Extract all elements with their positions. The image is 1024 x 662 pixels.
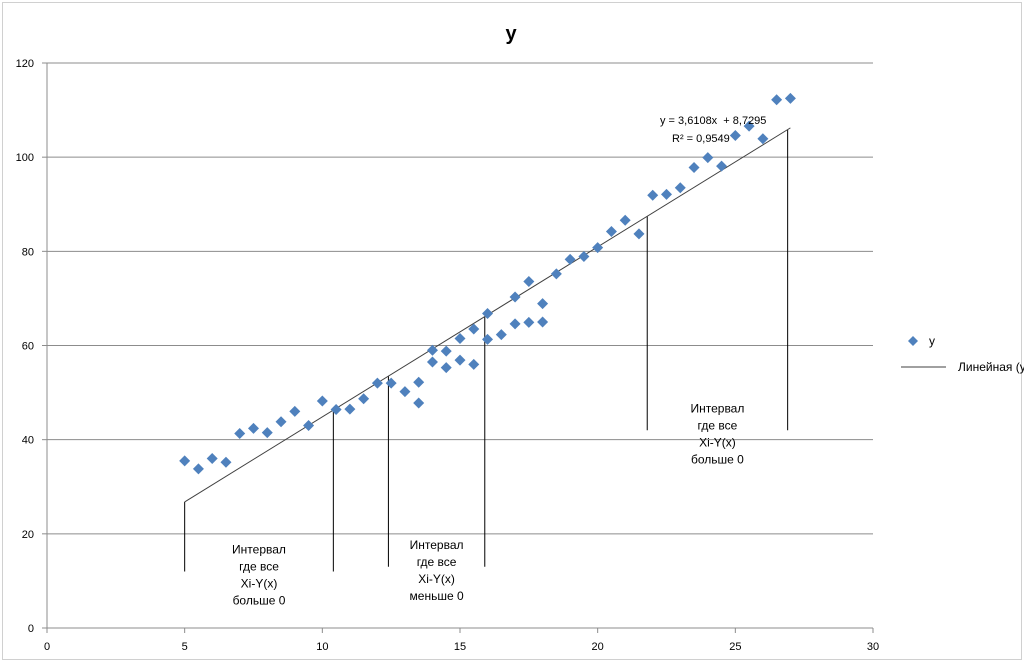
data-points — [179, 92, 796, 475]
legend-trendline-label: Линейная (y) — [958, 360, 1024, 374]
interval-label-line: где все — [417, 555, 457, 569]
data-point — [330, 404, 342, 416]
legend-series-label: y — [929, 334, 935, 348]
interval-label-line: где все — [698, 418, 738, 432]
interval-label-line: Интервал — [232, 543, 286, 557]
data-point — [509, 318, 521, 330]
data-point — [482, 307, 494, 319]
gridlines — [47, 62, 873, 535]
data-point — [468, 323, 480, 335]
data-point — [413, 397, 425, 409]
x-tick-label: 30 — [867, 641, 879, 653]
data-point — [358, 393, 370, 405]
data-point — [578, 251, 590, 263]
interval-label-line: больше 0 — [691, 452, 744, 466]
x-axis-tick-labels: 0 5 10 15 20 25 30 — [44, 641, 879, 653]
data-point — [495, 329, 507, 341]
interval-label-line: меньше 0 — [410, 589, 464, 603]
equation-label: y = 3,6108x + 8,7295 — [660, 115, 766, 127]
data-point — [537, 298, 549, 310]
data-point — [729, 130, 741, 142]
x-tick-label: 5 — [182, 641, 188, 653]
y-tick-label: 80 — [22, 246, 34, 258]
data-point — [261, 427, 273, 439]
legend: y Линейная (y) — [901, 334, 1024, 374]
data-point — [784, 92, 796, 104]
data-point — [757, 133, 769, 145]
data-point — [206, 453, 218, 464]
data-point — [633, 228, 645, 240]
data-point — [234, 428, 246, 440]
data-point — [303, 420, 315, 432]
data-point — [289, 405, 301, 417]
x-tick-label: 15 — [454, 641, 466, 653]
data-point — [179, 455, 191, 467]
y-tick-label: 40 — [22, 435, 34, 447]
data-point — [385, 377, 397, 389]
data-point — [523, 316, 535, 328]
data-point — [537, 316, 549, 328]
data-point — [192, 463, 204, 475]
data-point — [468, 358, 480, 370]
data-point — [344, 403, 356, 415]
x-tick-label: 10 — [316, 641, 328, 653]
data-point — [674, 182, 686, 194]
data-point — [220, 456, 232, 468]
data-point — [426, 344, 438, 356]
data-point — [702, 152, 714, 164]
data-point — [564, 253, 576, 265]
r-squared-label: R² = 0,9549 — [672, 133, 730, 145]
x-tick-label: 0 — [44, 641, 50, 653]
interval-annotations: Интервал где все Xi-Y(x) больше 0 Интервал гд… — [184, 129, 789, 608]
data-point — [275, 416, 287, 428]
interval-label-line: где все — [239, 560, 279, 574]
data-point — [399, 386, 411, 398]
y-tick-label: 60 — [22, 341, 34, 353]
data-point — [316, 395, 328, 407]
data-point — [523, 275, 535, 287]
data-point — [454, 354, 466, 366]
data-point — [743, 120, 755, 132]
y-tick-label: 120 — [16, 58, 34, 70]
x-tick-label: 20 — [592, 641, 604, 653]
trendline-equation: y = 3,6108x + 8,7295 R² = 0,9549 — [660, 115, 766, 145]
interval-label-line: больше 0 — [233, 594, 286, 608]
data-point — [440, 345, 452, 357]
data-point — [661, 188, 672, 200]
data-point — [440, 362, 452, 374]
data-point — [619, 214, 631, 226]
data-point — [371, 377, 383, 389]
interval-label-line: Интервал — [690, 401, 744, 415]
interval-label-line: Xi-Y(x) — [699, 435, 736, 449]
legend-marker-icon — [908, 336, 918, 346]
data-point — [716, 160, 728, 172]
data-point — [550, 268, 562, 280]
y-axis-tick-labels: 0 20 40 60 80 100 120 — [16, 58, 34, 635]
data-point — [248, 422, 259, 434]
y-tick-label: 100 — [16, 152, 34, 164]
axes — [42, 62, 874, 633]
y-tick-label: 20 — [22, 529, 34, 541]
interval-label-line: Xi-Y(x) — [241, 577, 278, 591]
data-point — [771, 94, 783, 106]
data-point — [482, 333, 494, 345]
data-point — [592, 242, 604, 254]
interval-label-line: Интервал — [410, 538, 464, 552]
data-point — [688, 162, 700, 174]
interval-label-line: Xi-Y(x) — [418, 572, 455, 586]
x-tick-label: 25 — [729, 641, 741, 653]
data-point — [454, 332, 466, 344]
data-point — [413, 376, 425, 388]
data-point — [426, 356, 438, 368]
data-point — [647, 189, 659, 201]
data-point — [605, 226, 617, 238]
data-point — [509, 291, 521, 303]
y-tick-label: 0 — [28, 623, 34, 635]
chart-title: y — [505, 23, 517, 45]
